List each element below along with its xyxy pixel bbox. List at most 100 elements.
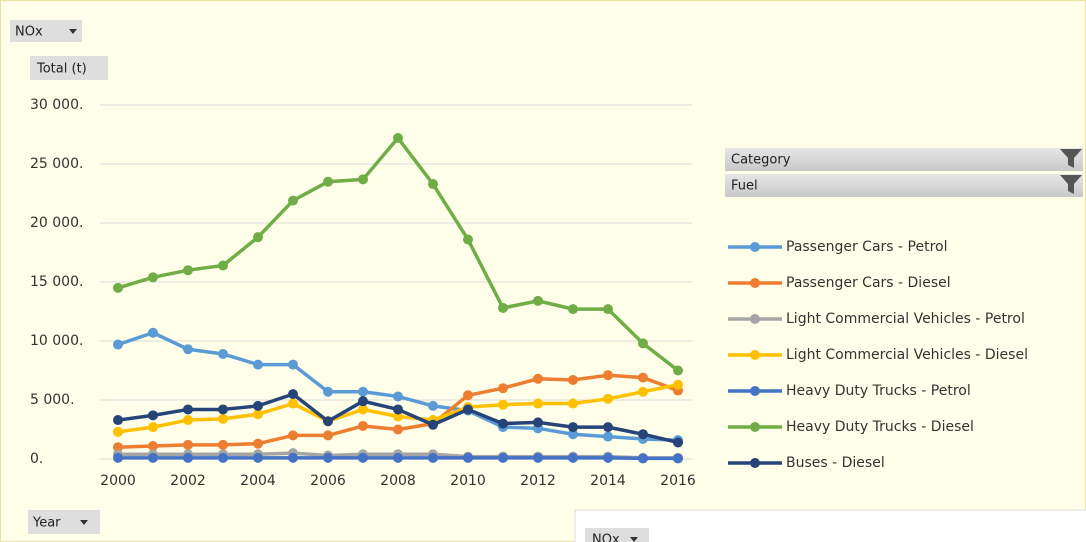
legend-marker <box>750 386 760 396</box>
data-point <box>358 404 368 415</box>
data-point <box>218 404 228 415</box>
data-point <box>113 339 123 350</box>
data-point <box>358 452 368 463</box>
data-point <box>568 422 578 433</box>
second-panel <box>574 509 1086 542</box>
data-point <box>253 400 263 411</box>
data-point <box>638 386 648 397</box>
data-point <box>638 372 648 383</box>
data-point <box>113 415 123 426</box>
data-point <box>673 437 683 448</box>
data-point <box>498 452 508 463</box>
filter-button[interactable] <box>10 20 82 42</box>
legend-marker <box>750 458 760 468</box>
y-tick-label: 30 000. <box>30 97 83 113</box>
second-panel-button-label: NOx <box>592 533 620 542</box>
data-point <box>428 179 438 190</box>
data-point <box>323 386 333 397</box>
data-point <box>638 453 648 464</box>
y-tick-label: 25 000. <box>30 156 83 172</box>
data-point <box>393 424 403 435</box>
data-point <box>673 453 683 464</box>
data-point <box>253 438 263 449</box>
axis-field-button[interactable] <box>28 510 100 534</box>
data-point <box>498 418 508 429</box>
data-point <box>603 422 613 433</box>
filter-button-label: NOx <box>15 25 43 40</box>
data-point <box>218 452 228 463</box>
data-point <box>113 442 123 453</box>
x-tick-label: 2004 <box>240 473 276 489</box>
x-tick-label: 2008 <box>380 473 416 489</box>
data-point <box>498 383 508 394</box>
data-point <box>148 272 158 283</box>
data-point <box>568 398 578 409</box>
data-point <box>638 429 648 440</box>
legend-label: Passenger Cars - Diesel <box>786 275 951 291</box>
value-field-button[interactable] <box>30 56 108 80</box>
data-point <box>428 452 438 463</box>
data-point <box>603 431 613 442</box>
data-point <box>218 260 228 271</box>
data-point <box>253 359 263 370</box>
data-point <box>113 452 123 463</box>
data-point <box>183 344 193 355</box>
x-tick-label: 2012 <box>520 473 556 489</box>
x-tick-label: 2002 <box>170 473 206 489</box>
legend-field-header[interactable] <box>725 174 1083 197</box>
filter-icon[interactable] <box>1060 149 1082 168</box>
data-point <box>148 422 158 433</box>
dropdown-arrow <box>630 537 638 542</box>
data-point <box>358 386 368 397</box>
data-point <box>568 304 578 315</box>
data-point <box>183 452 193 463</box>
data-point <box>183 265 193 276</box>
data-point <box>358 174 368 185</box>
legend-marker <box>750 278 760 288</box>
data-point <box>463 404 473 415</box>
data-point <box>498 302 508 313</box>
data-point <box>358 420 368 431</box>
data-point <box>603 304 613 315</box>
data-point <box>533 295 543 306</box>
data-point <box>638 338 648 349</box>
legend-label: Light Commercial Vehicles - Diesel <box>786 347 1028 363</box>
dropdown-arrow <box>69 29 77 34</box>
legend-marker <box>750 422 760 432</box>
data-point <box>393 133 403 144</box>
data-point <box>428 419 438 430</box>
legend-label: Buses - Diesel <box>786 455 885 471</box>
data-point <box>113 282 123 293</box>
legend-label: Heavy Duty Trucks - Diesel <box>786 419 974 435</box>
data-point <box>603 452 613 463</box>
data-point <box>148 327 158 338</box>
data-point <box>673 379 683 390</box>
data-point <box>288 398 298 409</box>
data-point <box>393 404 403 415</box>
dropdown-arrow <box>80 520 88 525</box>
data-point <box>288 430 298 441</box>
data-point <box>463 234 473 245</box>
data-point <box>218 439 228 450</box>
data-point <box>183 415 193 426</box>
filter-icon[interactable] <box>1060 175 1082 194</box>
data-point <box>533 417 543 428</box>
data-point <box>323 416 333 427</box>
data-point <box>288 452 298 463</box>
data-point <box>673 365 683 376</box>
x-tick-label: 2000 <box>100 473 136 489</box>
legend-field-header[interactable] <box>725 148 1083 171</box>
data-point <box>603 393 613 404</box>
legend-label: Light Commercial Vehicles - Petrol <box>786 311 1025 327</box>
data-point <box>603 370 613 381</box>
data-point <box>253 232 263 243</box>
axis-field-label: Year <box>32 516 61 531</box>
legend-field-label: Category <box>731 153 791 168</box>
data-point <box>323 452 333 463</box>
y-tick-label: 15 000. <box>30 274 83 290</box>
data-point <box>568 374 578 385</box>
y-tick-label: 0. <box>30 451 43 467</box>
legend-field-label: Fuel <box>731 179 758 194</box>
